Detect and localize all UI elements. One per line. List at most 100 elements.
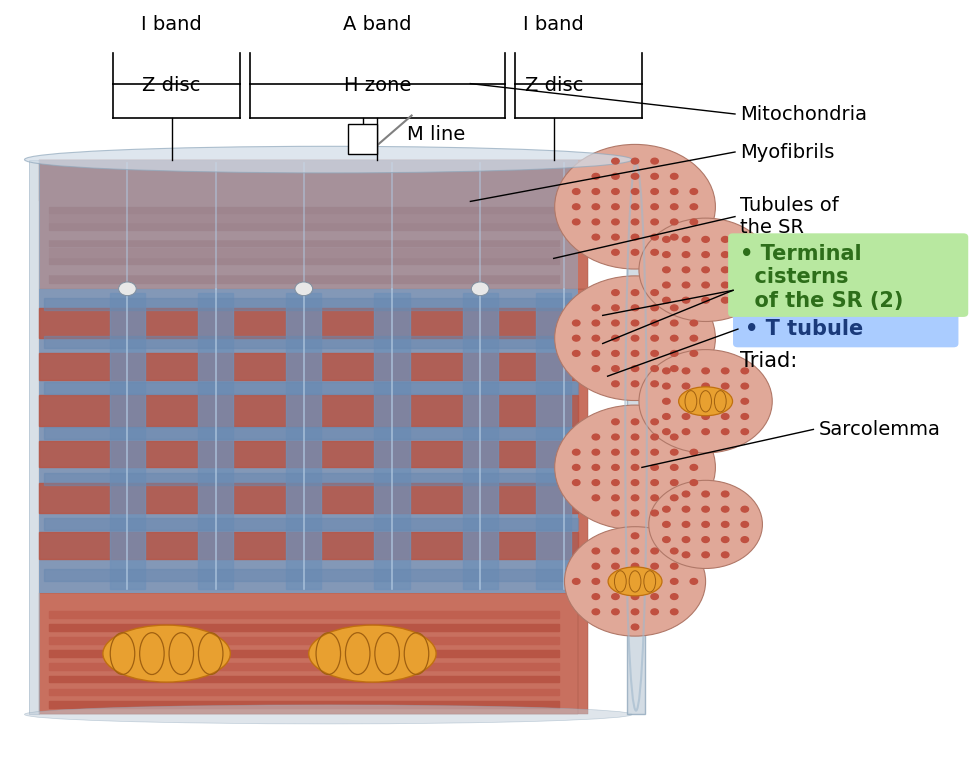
Bar <box>44 427 578 439</box>
Circle shape <box>572 204 580 210</box>
Circle shape <box>682 429 690 435</box>
Bar <box>49 240 559 246</box>
Circle shape <box>721 552 729 558</box>
Circle shape <box>702 368 710 374</box>
Text: Z disc: Z disc <box>524 76 583 95</box>
Circle shape <box>555 405 715 530</box>
Circle shape <box>631 158 639 164</box>
Circle shape <box>555 144 715 269</box>
Text: H zone: H zone <box>344 76 411 95</box>
Circle shape <box>631 173 639 179</box>
Circle shape <box>612 335 619 341</box>
Circle shape <box>670 449 678 455</box>
Circle shape <box>612 234 619 240</box>
Circle shape <box>662 267 670 273</box>
Circle shape <box>702 267 710 273</box>
Ellipse shape <box>103 625 230 682</box>
Text: • T tubule: • T tubule <box>745 319 863 339</box>
Circle shape <box>612 290 619 296</box>
Circle shape <box>592 366 600 372</box>
Text: A band: A band <box>343 15 412 34</box>
Circle shape <box>651 381 659 387</box>
Bar <box>374 293 410 589</box>
Circle shape <box>651 480 659 486</box>
Circle shape <box>670 495 678 501</box>
Circle shape <box>612 188 619 195</box>
Circle shape <box>592 350 600 356</box>
Circle shape <box>662 236 670 242</box>
Circle shape <box>651 305 659 311</box>
Circle shape <box>651 548 659 554</box>
Circle shape <box>690 335 698 341</box>
Bar <box>29 160 39 714</box>
Circle shape <box>741 282 749 288</box>
Bar <box>49 231 559 239</box>
Polygon shape <box>39 160 578 289</box>
Circle shape <box>682 398 690 404</box>
Circle shape <box>471 282 489 296</box>
Circle shape <box>612 320 619 326</box>
Circle shape <box>690 219 698 225</box>
Circle shape <box>612 381 619 387</box>
Circle shape <box>682 252 690 258</box>
Circle shape <box>662 368 670 374</box>
Circle shape <box>651 578 659 584</box>
Bar <box>44 382 578 394</box>
Circle shape <box>682 491 690 497</box>
Polygon shape <box>39 289 578 593</box>
Circle shape <box>612 563 619 569</box>
Circle shape <box>702 552 710 558</box>
FancyBboxPatch shape <box>728 233 968 317</box>
Circle shape <box>682 297 690 303</box>
Bar <box>198 293 233 589</box>
Circle shape <box>651 449 659 455</box>
Bar <box>39 483 578 513</box>
Bar <box>44 473 578 485</box>
Text: I band: I band <box>141 15 202 34</box>
Bar <box>49 701 559 708</box>
Circle shape <box>631 290 639 296</box>
Circle shape <box>592 305 600 311</box>
Bar <box>49 676 559 682</box>
Circle shape <box>592 464 600 470</box>
Circle shape <box>631 219 639 225</box>
Circle shape <box>721 491 729 497</box>
Circle shape <box>670 578 678 584</box>
Bar <box>49 275 559 283</box>
Circle shape <box>612 173 619 179</box>
Circle shape <box>592 204 600 210</box>
Circle shape <box>741 383 749 389</box>
Circle shape <box>741 413 749 420</box>
Bar <box>536 293 571 589</box>
Bar <box>49 214 559 222</box>
Bar <box>39 532 578 559</box>
Circle shape <box>721 383 729 389</box>
Circle shape <box>631 204 639 210</box>
Circle shape <box>612 480 619 486</box>
Circle shape <box>682 383 690 389</box>
Circle shape <box>592 495 600 501</box>
Circle shape <box>295 282 313 296</box>
Ellipse shape <box>24 705 632 724</box>
Circle shape <box>651 204 659 210</box>
Bar <box>44 569 578 581</box>
Circle shape <box>572 480 580 486</box>
Circle shape <box>670 234 678 240</box>
Circle shape <box>612 204 619 210</box>
Circle shape <box>670 464 678 470</box>
Circle shape <box>651 495 659 501</box>
Circle shape <box>670 335 678 341</box>
Circle shape <box>649 480 762 568</box>
Bar <box>49 258 559 264</box>
Circle shape <box>741 521 749 527</box>
Circle shape <box>670 204 678 210</box>
Circle shape <box>631 624 639 630</box>
Circle shape <box>670 350 678 356</box>
Circle shape <box>702 236 710 242</box>
Circle shape <box>690 204 698 210</box>
Circle shape <box>721 282 729 288</box>
Circle shape <box>690 578 698 584</box>
Text: Tubules of
the SR: Tubules of the SR <box>740 196 839 237</box>
Circle shape <box>592 219 600 225</box>
Bar <box>39 308 578 338</box>
